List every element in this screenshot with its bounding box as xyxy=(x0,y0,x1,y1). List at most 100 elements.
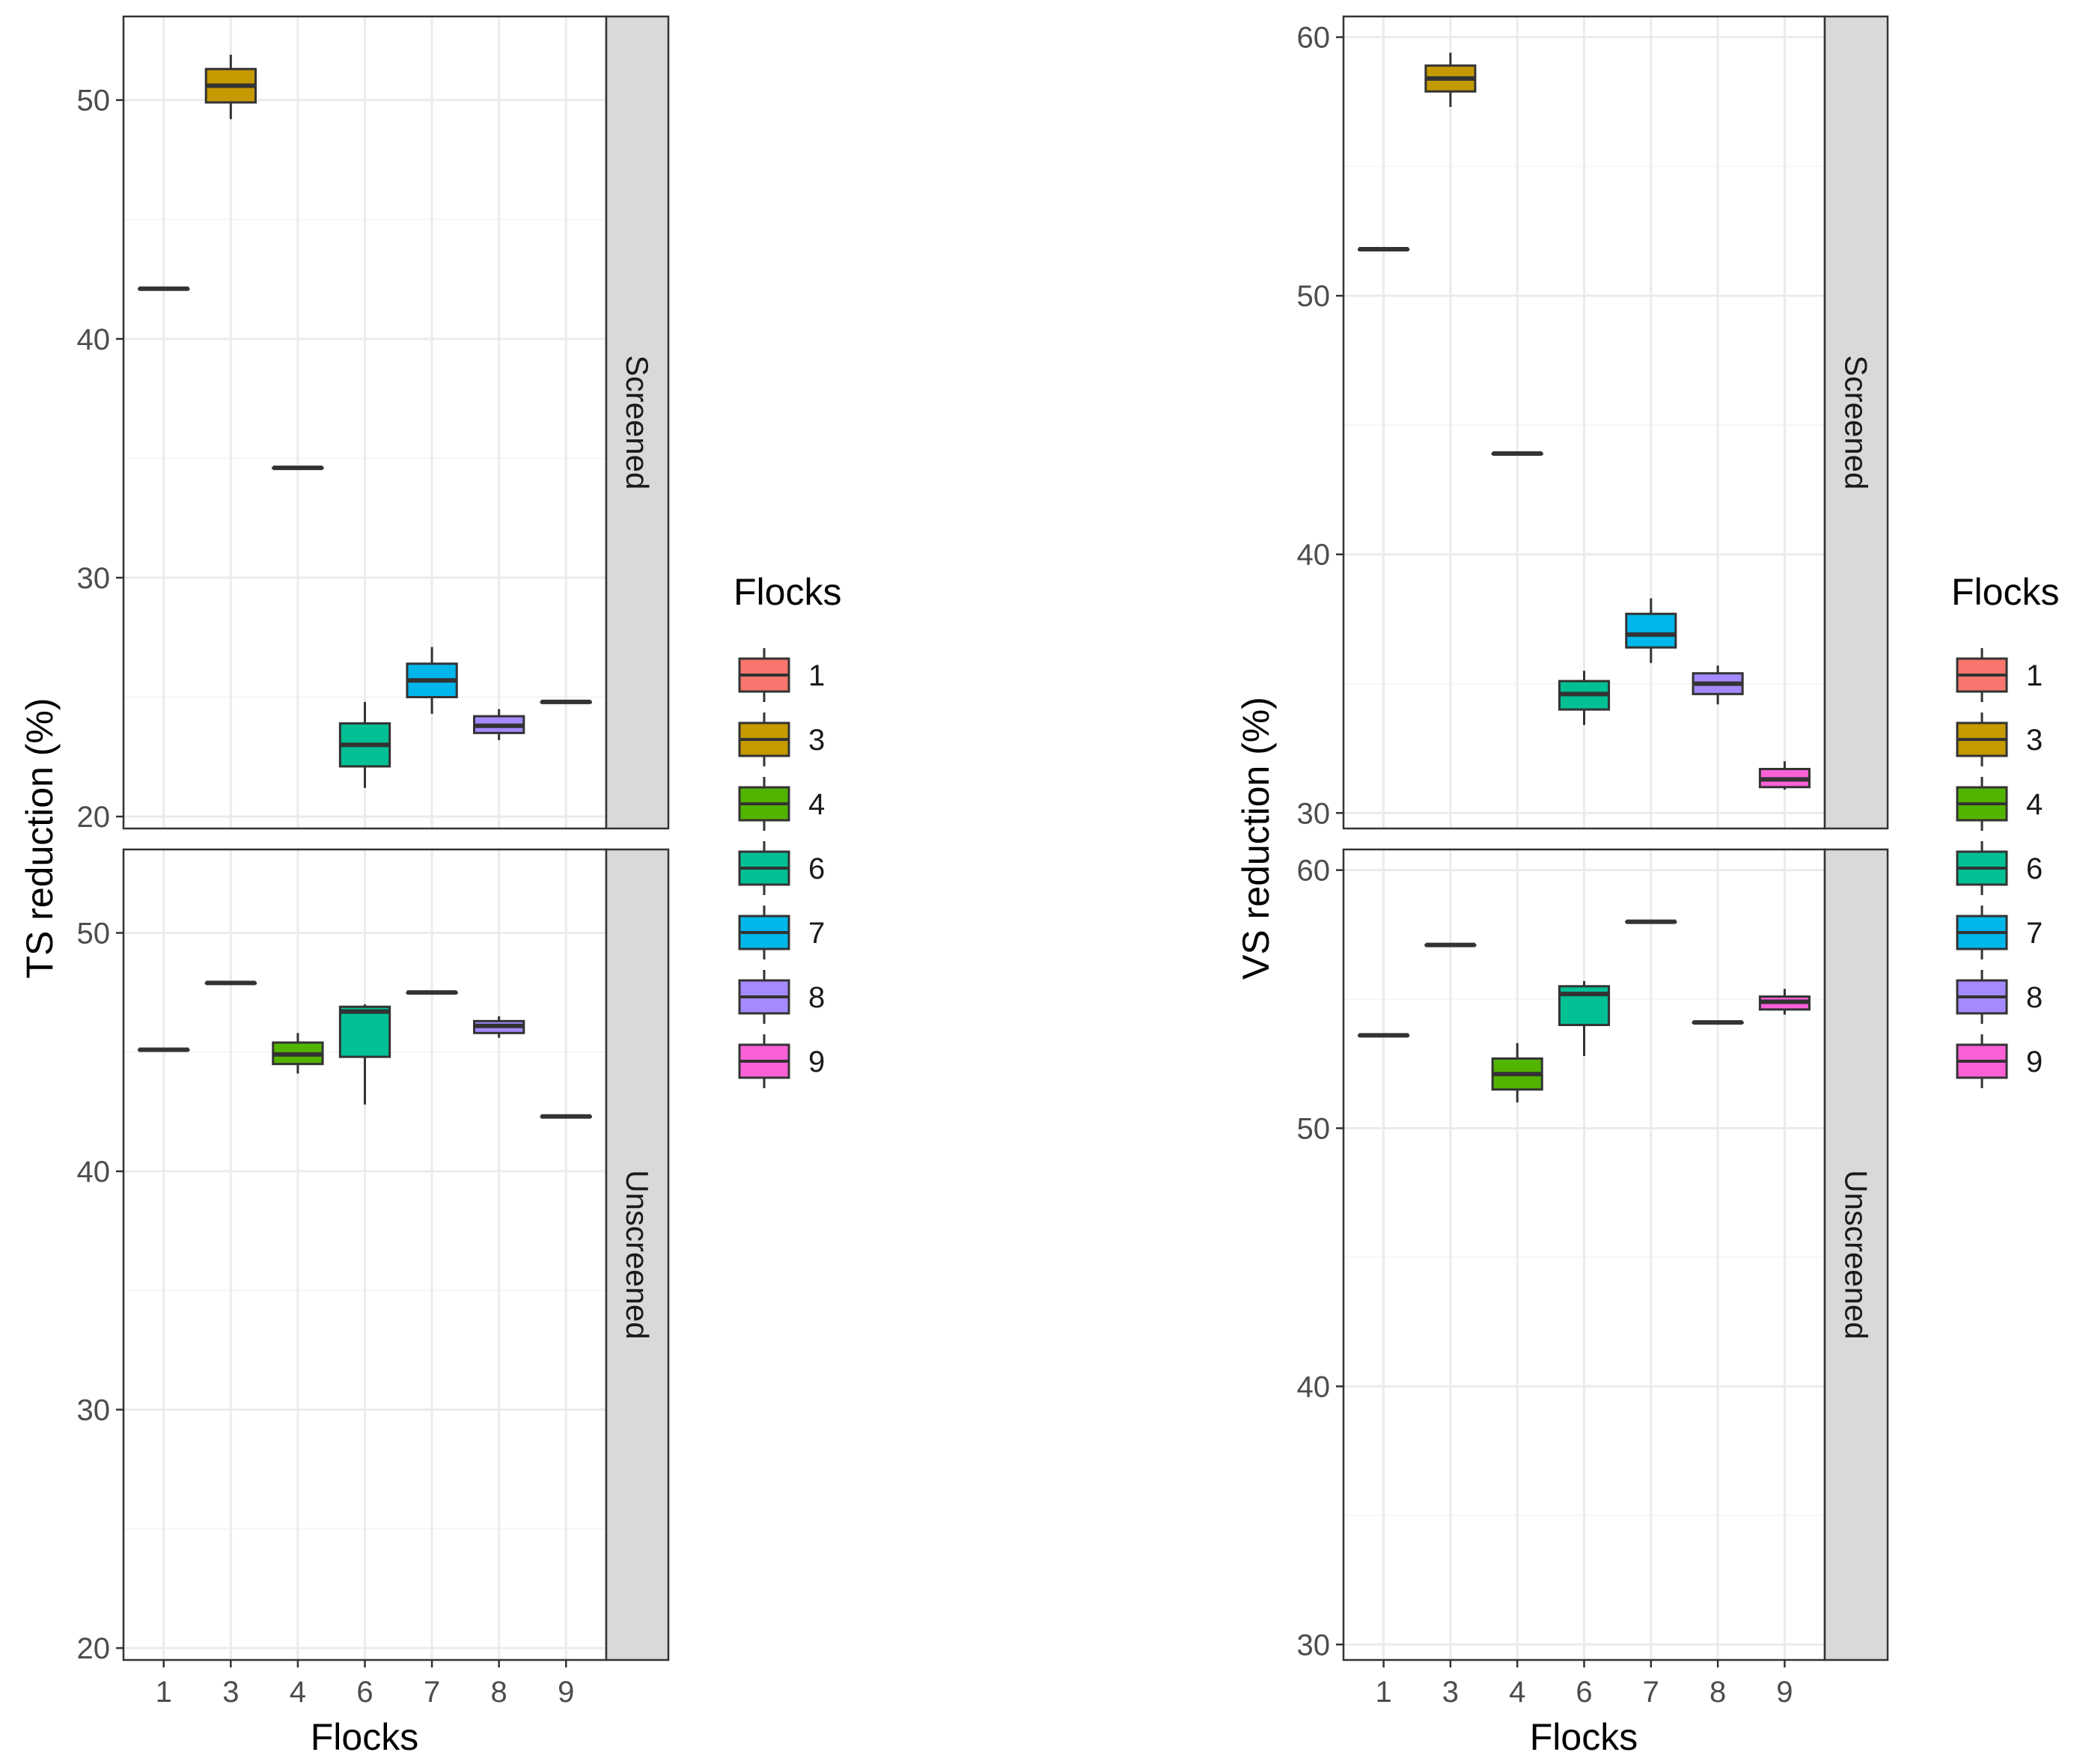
legend-label: 6 xyxy=(808,852,825,885)
legend-label: 7 xyxy=(808,917,825,950)
legend-title: Flocks xyxy=(733,571,841,613)
y-tick-label: 40 xyxy=(1297,539,1331,572)
box-flock-8 xyxy=(1692,1020,1744,1025)
x-tick-label: 9 xyxy=(558,1676,574,1709)
box-flock-7 xyxy=(1625,919,1677,924)
y-tick-label: 30 xyxy=(1297,1629,1331,1661)
box-flock-1 xyxy=(138,286,190,291)
facet-unscreened: 20 30 40 50 Unscreened xyxy=(77,848,670,1665)
legend-label: 7 xyxy=(2026,917,2043,950)
y-tick-label: 40 xyxy=(1297,1370,1331,1403)
facet-strip xyxy=(605,15,670,830)
y-tick-label: 30 xyxy=(77,562,111,595)
x-tick-label: 7 xyxy=(1643,1676,1659,1709)
box-flock-9 xyxy=(1758,989,1811,1015)
box-flock-3 xyxy=(204,55,257,120)
vs-reduction-chart: 30 40 50 60 Screened 30 40 50 60 Unscreened 1 3 4 6 7 8… xyxy=(1235,15,2059,1758)
legend-key-7 xyxy=(738,906,790,959)
x-tick-label: 1 xyxy=(1375,1676,1391,1709)
box-flock-9 xyxy=(1758,761,1811,790)
legend-label: 1 xyxy=(2026,659,2043,692)
legend-title: Flocks xyxy=(1951,571,2059,613)
legend-key-4 xyxy=(738,777,790,831)
x-axis-title: Flocks xyxy=(1530,1716,1638,1758)
x-tick-label: 9 xyxy=(1776,1676,1793,1709)
facet-strip-label: Screened xyxy=(620,355,655,490)
y-tick-label: 60 xyxy=(1297,22,1331,55)
box-flock-7 xyxy=(406,990,458,995)
facet-strip-label: Screened xyxy=(1838,355,1873,490)
box-flock-9 xyxy=(540,699,592,704)
box-flock-3 xyxy=(1424,942,1477,947)
legend-label: 8 xyxy=(2026,981,2043,1014)
legend-key-7 xyxy=(1956,906,2008,959)
box-flock-4 xyxy=(272,466,324,471)
y-tick-label: 50 xyxy=(1297,1112,1331,1145)
box-flock-8 xyxy=(473,1016,525,1038)
legend-key-4 xyxy=(1956,777,2008,831)
y-axis-title: TS reduction (%) xyxy=(19,698,61,978)
y-tick-label: 30 xyxy=(1297,797,1331,830)
x-axis-title: Flocks xyxy=(311,1716,418,1758)
legend-key-1 xyxy=(1956,648,2008,702)
box-flock-6 xyxy=(1558,980,1611,1056)
x-tick-label: 6 xyxy=(356,1676,373,1709)
box-flock-6 xyxy=(1558,671,1611,725)
y-tick-label: 40 xyxy=(77,323,111,356)
facet-strip xyxy=(1823,848,1889,1661)
x-tick-label: 6 xyxy=(1576,1676,1592,1709)
x-tick-label: 8 xyxy=(491,1676,507,1709)
legend-key-3 xyxy=(1956,712,2008,766)
legend-key-6 xyxy=(1956,841,2008,895)
x-tick-label: 4 xyxy=(290,1676,306,1709)
legend-label: 1 xyxy=(808,659,825,692)
box-flock-7 xyxy=(406,647,458,714)
legend-label: 9 xyxy=(2026,1046,2043,1078)
box-body xyxy=(1625,612,1677,649)
legend-key-1 xyxy=(738,648,790,702)
box-flock-4 xyxy=(272,1033,324,1074)
y-tick-label: 50 xyxy=(77,85,111,118)
facet-screened: 20 30 40 50 Screened xyxy=(77,15,670,834)
legend-label: 4 xyxy=(808,788,825,821)
box-body xyxy=(338,1005,391,1058)
box-flock-8 xyxy=(473,709,525,740)
box-flock-1 xyxy=(138,1047,190,1052)
y-tick-label: 20 xyxy=(77,801,111,834)
box-flock-4 xyxy=(1491,1043,1543,1103)
y-tick-label: 40 xyxy=(77,1156,111,1188)
legend-key-8 xyxy=(1956,970,2008,1024)
legend-key-8 xyxy=(738,970,790,1024)
legend-key-9 xyxy=(738,1034,790,1088)
legend-key-6 xyxy=(738,841,790,895)
legend-label: 8 xyxy=(808,981,825,1014)
legend-label: 4 xyxy=(2026,788,2043,821)
x-tick-label: 8 xyxy=(1709,1676,1726,1709)
facet-strip-label: Unscreened xyxy=(1838,1170,1873,1339)
box-flock-6 xyxy=(338,1004,391,1105)
box-flock-8 xyxy=(1692,665,1744,705)
ts-reduction-chart: 20 30 40 50 Screened 20 30 40 50 Unscreened 1 3 4 6 7 8… xyxy=(19,15,841,1758)
box-flock-3 xyxy=(1424,52,1477,107)
x-tick-label: 3 xyxy=(1442,1676,1459,1709)
facet-strip xyxy=(605,848,670,1661)
x-tick-label: 4 xyxy=(1509,1676,1525,1709)
facet-unscreened: 30 40 50 60 Unscreened xyxy=(1297,848,1889,1661)
legend-label: 6 xyxy=(2026,852,2043,885)
y-axis-title: VS reduction (%) xyxy=(1235,697,1277,980)
facet-strip-label: Unscreened xyxy=(620,1170,655,1339)
box-flock-1 xyxy=(1358,246,1410,251)
legend-key-3 xyxy=(738,712,790,766)
facet-screened: 30 40 50 60 Screened xyxy=(1297,15,1889,830)
x-tick-label: 3 xyxy=(222,1676,239,1709)
legend-key-9 xyxy=(1956,1034,2008,1088)
y-tick-label: 60 xyxy=(1297,855,1331,888)
y-tick-label: 50 xyxy=(1297,280,1331,313)
box-flock-7 xyxy=(1625,598,1677,663)
x-tick-label: 1 xyxy=(156,1676,172,1709)
legend-label: 9 xyxy=(808,1046,825,1078)
legend-label: 3 xyxy=(808,724,825,757)
facet-strip xyxy=(1823,15,1889,830)
y-tick-label: 20 xyxy=(77,1632,111,1665)
